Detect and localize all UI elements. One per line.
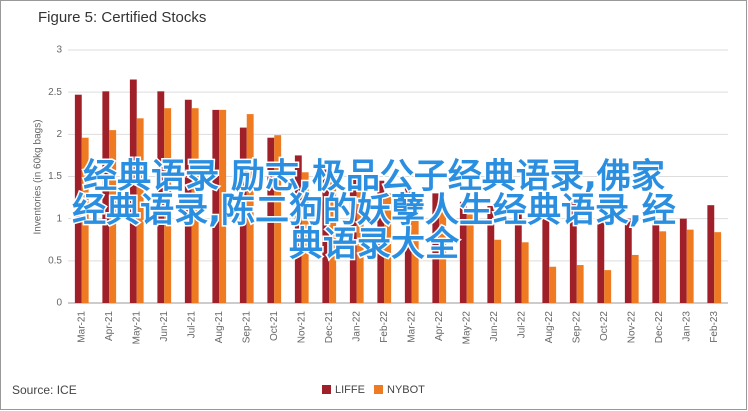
x-tick-label: Mar-22 [406, 311, 417, 343]
x-tick-label: Sep-22 [571, 311, 582, 344]
bar [294, 155, 302, 303]
bar [432, 193, 440, 303]
bar [521, 242, 529, 303]
y-tick-label: 3 [56, 45, 62, 56]
x-tick-label: Apr-22 [434, 311, 445, 341]
x-tick-label: Dec-22 [654, 311, 665, 344]
bar [659, 231, 667, 303]
x-tick-label: May-22 [461, 311, 472, 345]
bar [129, 79, 137, 304]
bar [686, 229, 694, 303]
bar [679, 218, 687, 303]
bar [239, 127, 247, 303]
x-tick-label: Aug-22 [544, 311, 555, 344]
bar [652, 222, 660, 303]
bar [274, 135, 282, 303]
legend-swatch [322, 385, 331, 394]
bar [74, 94, 82, 304]
bar [81, 137, 89, 303]
bar [109, 130, 117, 303]
bar [184, 99, 192, 303]
x-tick-label: Sep-21 [241, 311, 252, 344]
y-tick-label: 2.5 [48, 87, 62, 98]
overlay-text: 经典语录 励志,极品公子经典语录,佛家 [83, 157, 665, 197]
bar [136, 118, 144, 303]
bar [349, 176, 357, 303]
bar [487, 206, 495, 303]
x-tick-label: Oct-21 [269, 311, 280, 341]
x-tick-label: Apr-21 [104, 311, 115, 341]
overlay-text: 经典语录,陈二狗的妖孽人生经典语录,经 [72, 191, 676, 231]
bar [439, 210, 447, 303]
x-tick-label: Oct-22 [599, 311, 610, 341]
bar [267, 137, 275, 303]
bar [549, 266, 557, 303]
x-tick-label: May-21 [131, 311, 142, 345]
bar [624, 218, 632, 303]
x-tick-label: Jan-22 [351, 311, 362, 342]
bar [301, 172, 309, 303]
y-tick-label: 1 [56, 213, 62, 224]
x-tick-label: Nov-22 [626, 311, 637, 344]
bar [356, 184, 364, 303]
chart-title: Figure 5: Certified Stocks [38, 9, 206, 26]
bar [384, 193, 392, 303]
bar [164, 108, 172, 303]
legend-label: LIFFE [335, 384, 365, 396]
x-tick-label: Feb-23 [709, 311, 720, 343]
bar [191, 108, 199, 303]
bar [707, 205, 715, 303]
x-tick-label: Aug-21 [214, 311, 225, 344]
x-tick-label: Jan-23 [681, 311, 692, 342]
y-tick-label: 0.5 [48, 255, 62, 266]
bar [322, 168, 330, 303]
bar [466, 214, 474, 303]
bar [246, 114, 254, 304]
bar [377, 180, 385, 303]
x-tick-label: Jul-22 [516, 311, 527, 339]
overlay-text: 典语录大全 [289, 225, 460, 265]
y-tick-label: 1.5 [48, 171, 62, 182]
bar [542, 214, 550, 303]
bar [411, 201, 419, 303]
bar [514, 210, 522, 303]
x-tick-label: Jul-21 [186, 311, 197, 339]
x-tick-label: Nov-21 [296, 311, 307, 344]
legend-swatch [374, 385, 383, 394]
legend-label: NYBOT [387, 384, 425, 396]
source: Source: ICE [12, 383, 77, 397]
x-tick-label: Feb-22 [379, 311, 390, 343]
bar [494, 239, 502, 303]
bar [569, 201, 577, 303]
bar [604, 270, 612, 303]
bar [597, 218, 605, 303]
x-tick-label: Jun-21 [159, 311, 170, 342]
y-tick-label: 0 [56, 298, 62, 309]
bar [576, 265, 584, 303]
bar [102, 91, 110, 303]
bar [212, 109, 220, 303]
bar [157, 91, 165, 303]
bar [404, 184, 412, 303]
bar [459, 201, 467, 303]
bar [329, 180, 337, 303]
bar [631, 254, 639, 303]
y-tick-label: 2 [56, 129, 62, 140]
x-tick-label: Jun-22 [489, 311, 500, 342]
bar [714, 232, 722, 303]
x-tick-label: Dec-21 [324, 311, 335, 344]
y-axis-label: Inventories (in 60kg bags) [33, 119, 44, 234]
x-tick-label: Mar-21 [76, 311, 87, 343]
bar [219, 109, 227, 303]
